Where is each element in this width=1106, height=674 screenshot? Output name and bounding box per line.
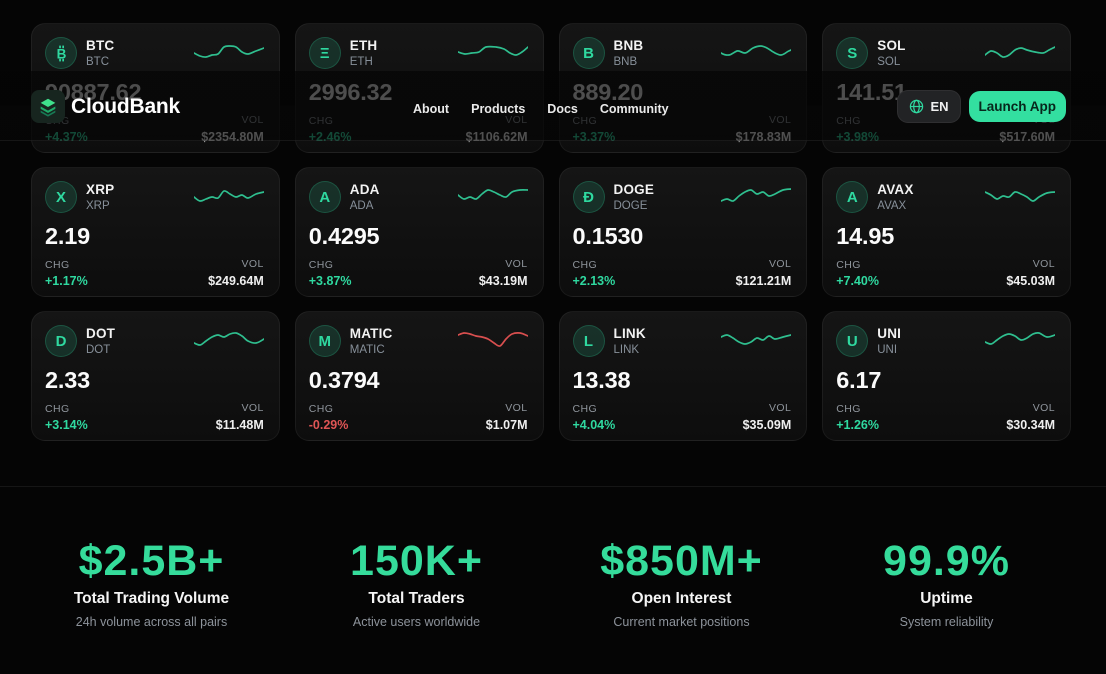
svg-text:B: B — [56, 46, 66, 61]
